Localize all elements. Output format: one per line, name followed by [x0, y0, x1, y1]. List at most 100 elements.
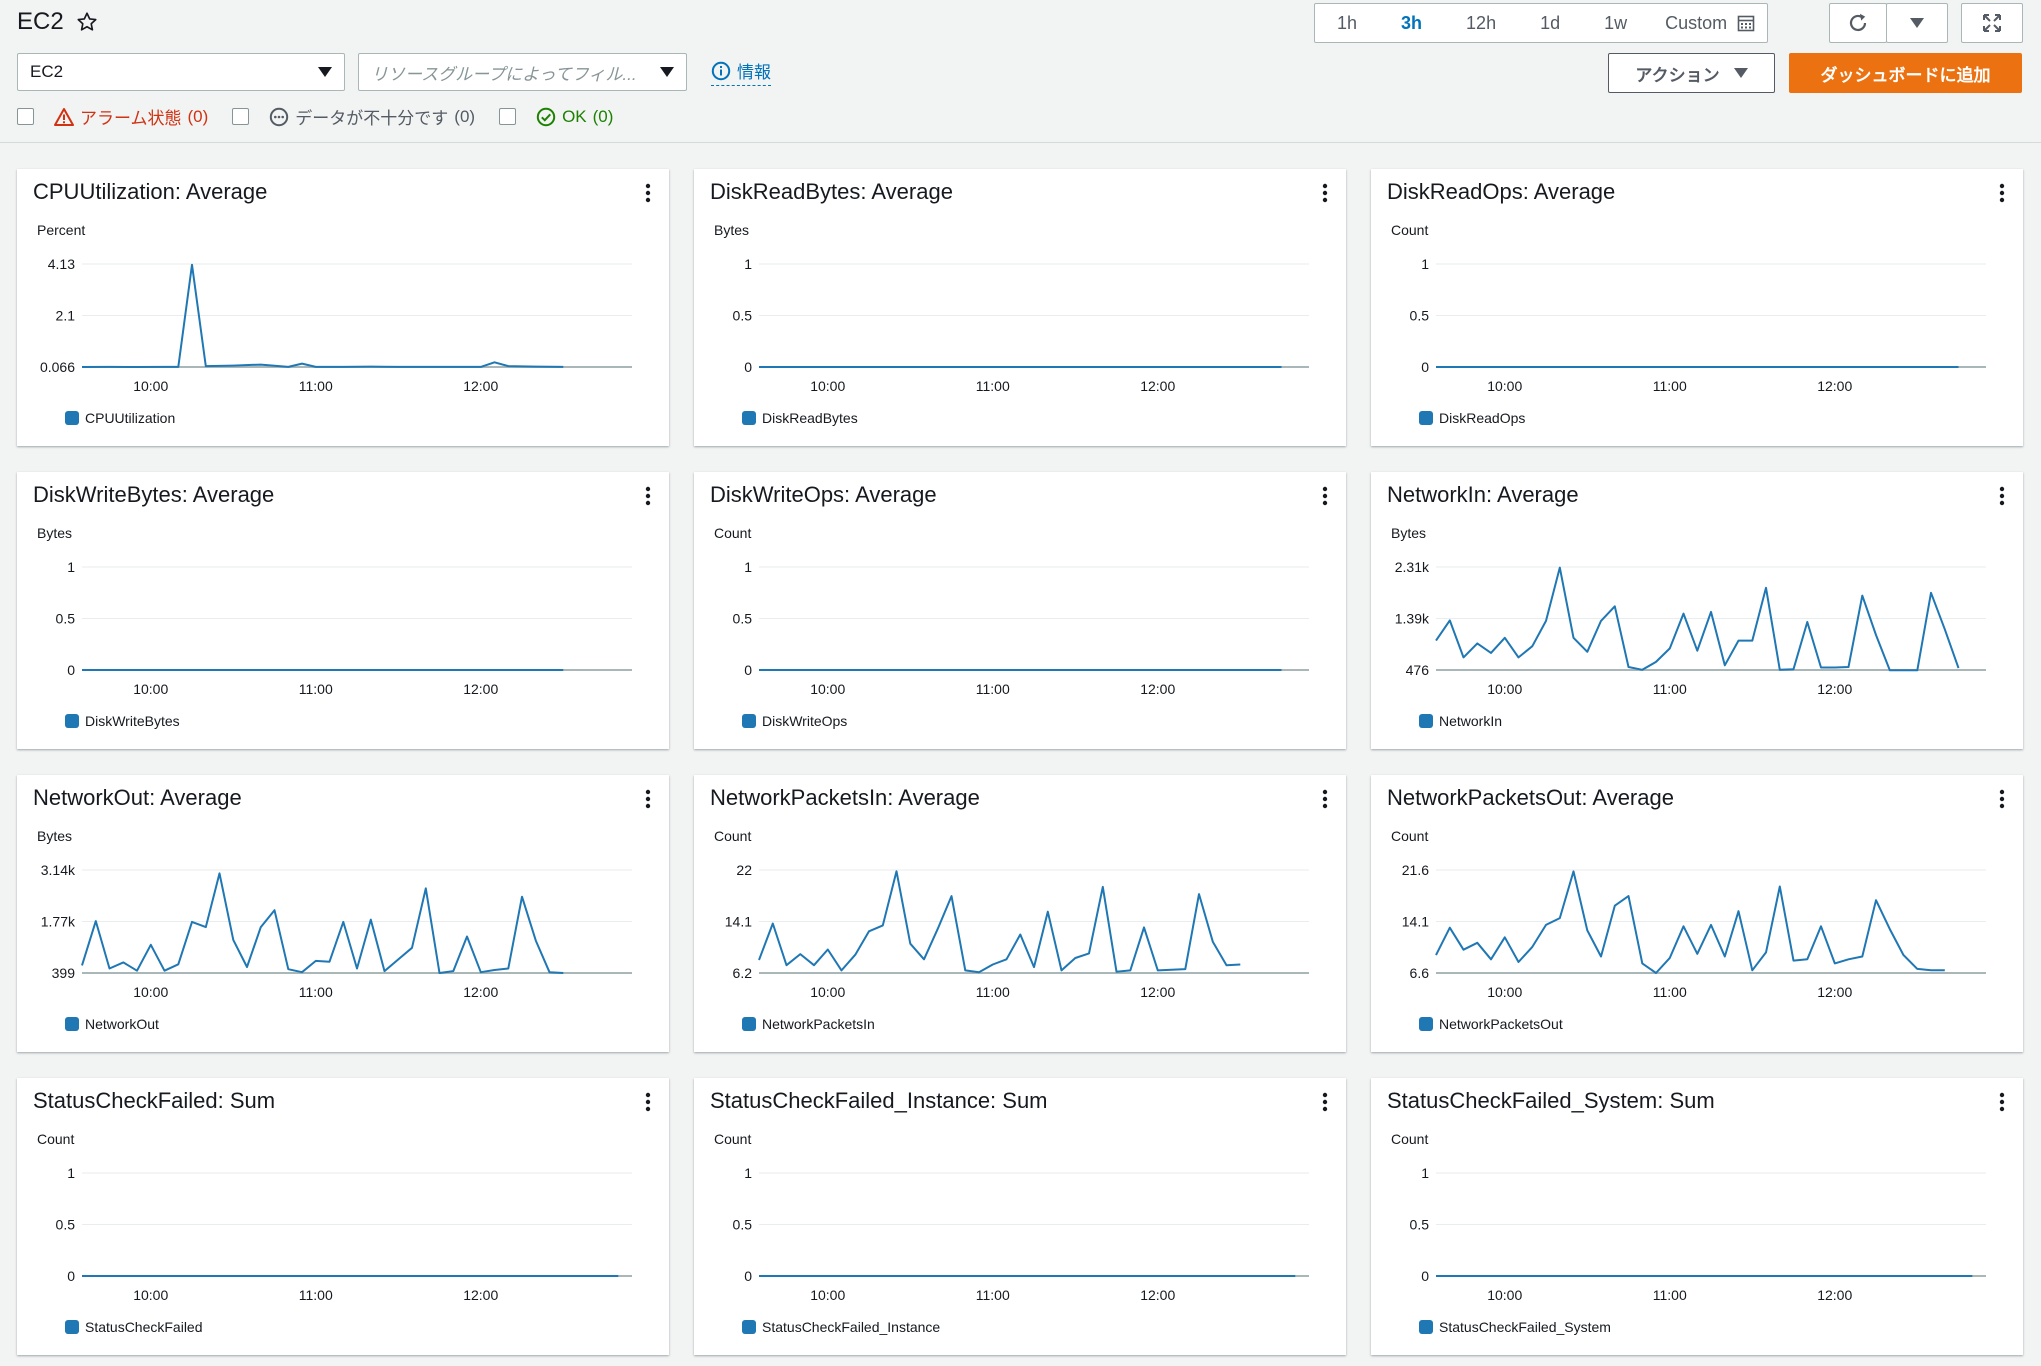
chart-legend[interactable]: NetworkOut — [65, 1016, 159, 1032]
legend-label: NetworkIn — [1439, 713, 1503, 729]
widget-title: DiskReadOps: Average — [1387, 179, 1616, 204]
dashboard-select[interactable]: EC2 — [17, 53, 345, 91]
metric-widget-cpuutilization[interactable]: CPUUtilization: Average Percent 4.13 2.1 0.0… — [17, 169, 669, 446]
x-tick-label: 12:00 — [1817, 984, 1852, 1000]
metric-widget-diskwritebytes[interactable]: DiskWriteBytes: Average Bytes 1 0.5 0 10:00 11… — [17, 472, 669, 749]
legend-label: CPUUtilization — [85, 410, 176, 426]
y-tick-label: 399 — [52, 965, 76, 981]
series-line-networkpacketsout[interactable] — [1435, 870, 1945, 974]
x-tick-label: 11:00 — [299, 378, 333, 394]
y-tick-label: 21.6 — [1402, 862, 1429, 878]
chart-legend[interactable]: StatusCheckFailed_System — [1419, 1319, 1611, 1335]
metric-widget-diskwriteops[interactable]: DiskWriteOps: Average Count 1 0.5 0 10:00 11:0… — [694, 472, 1346, 749]
y-axis-unit: Bytes — [37, 828, 72, 844]
chart-legend[interactable]: DiskReadOps — [1419, 410, 1525, 426]
legend-label: DiskReadOps — [1439, 410, 1526, 426]
more-options-icon[interactable] — [1322, 486, 1328, 506]
more-options-icon[interactable] — [1322, 1092, 1328, 1112]
widget-title: DiskWriteOps: Average — [710, 482, 937, 507]
x-tick-label: 10:00 — [1487, 681, 1522, 697]
y-tick-label: 1 — [744, 256, 752, 272]
chart-statuscheckfailed-instance: Count 1 0.5 0 10:00 11:00 12:00 — [714, 1131, 1309, 1303]
legend-swatch — [65, 714, 79, 728]
actions-button[interactable]: アクション — [1608, 53, 1775, 93]
metric-widget-networkin[interactable]: NetworkIn: Average Bytes 2.31k 1.39k 476 10:0… — [1371, 472, 2023, 749]
x-tick-label: 11:00 — [976, 984, 1010, 1000]
more-options-icon[interactable] — [1999, 789, 2005, 809]
y-tick-label: 1 — [744, 1165, 752, 1181]
y-tick-label: 0.5 — [1410, 308, 1430, 324]
y-tick-label: 476 — [1406, 662, 1430, 678]
ellipsis-circle-icon — [270, 107, 289, 126]
favorite-star-icon[interactable] — [76, 11, 98, 33]
time-range-1w[interactable]: 1w — [1604, 12, 1628, 33]
time-range-1h[interactable]: 1h — [1337, 12, 1358, 33]
add-to-dashboard-button[interactable]: ダッシュボードに追加 — [1789, 53, 2022, 93]
series-line-networkin[interactable] — [1435, 566, 1960, 672]
more-options-icon[interactable] — [1322, 789, 1328, 809]
x-tick-label: 11:00 — [976, 1287, 1010, 1303]
filter-alarm[interactable]: アラーム状態 (0) — [17, 104, 208, 129]
time-range-12h[interactable]: 12h — [1466, 12, 1497, 33]
chart-legend[interactable]: DiskWriteBytes — [65, 713, 180, 729]
alarm-label: アラーム状態 — [80, 109, 182, 128]
metric-widget-networkout[interactable]: NetworkOut: Average Bytes 3.14k 1.77k 399 10:… — [17, 775, 669, 1052]
more-options-icon[interactable] — [645, 789, 651, 809]
series-line-cpuutilization[interactable] — [81, 263, 564, 368]
y-tick-label: 1 — [67, 559, 75, 575]
widget-title: NetworkPacketsOut: Average — [1387, 785, 1674, 810]
metric-widget-diskreadops[interactable]: DiskReadOps: Average Count 1 0.5 0 10:00 11:00… — [1371, 169, 2023, 446]
insufficient-checkbox[interactable] — [232, 108, 250, 125]
metric-widget-networkpacketsin[interactable]: NetworkPacketsIn: Average Count 22 14.1 6.2 1… — [694, 775, 1346, 1052]
more-options-icon[interactable] — [1999, 1092, 2005, 1112]
fullscreen-button[interactable] — [1961, 3, 2023, 43]
legend-swatch — [742, 1017, 756, 1031]
chart-networkpacketsout: Count 21.6 14.1 6.6 10:00 11:00 12:00 — [1391, 828, 1986, 1000]
alarm-checkbox[interactable] — [17, 108, 34, 125]
chart-legend[interactable]: StatusCheckFailed_Instance — [742, 1319, 940, 1335]
filter-ok[interactable]: OK (0) — [499, 107, 613, 127]
more-options-icon[interactable] — [1999, 183, 2005, 203]
series-line-networkpacketsin[interactable] — [758, 870, 1241, 974]
y-tick-label: 0.5 — [56, 611, 76, 627]
dashboard-header: EC2 EC2 リソースグループによってフィル... 情報 アラーム状態 (0)… — [0, 0, 2041, 143]
widget-title: DiskWriteBytes: Average — [33, 482, 275, 507]
chart-legend[interactable]: NetworkPacketsIn — [742, 1016, 875, 1032]
more-options-icon[interactable] — [645, 486, 651, 506]
series-line-networkout[interactable] — [81, 872, 564, 974]
chart-legend[interactable]: DiskReadBytes — [742, 410, 858, 426]
chart-diskwritebytes: Bytes 1 0.5 0 10:00 11:00 12:00 — [37, 525, 632, 697]
metric-widget-statuscheckfailed-system[interactable]: StatusCheckFailed_System: Sum Count 1 0.5 0 1… — [1371, 1078, 2023, 1355]
time-range-1d[interactable]: 1d — [1540, 12, 1561, 33]
metric-widget-diskreadbytes[interactable]: DiskReadBytes: Average Bytes 1 0.5 0 10:00 11:… — [694, 169, 1346, 446]
time-range-3h[interactable]: 3h — [1401, 12, 1423, 33]
metric-widget-statuscheckfailed-instance[interactable]: StatusCheckFailed_Instance: Sum Count 1 0.5… — [694, 1078, 1346, 1355]
x-tick-label: 10:00 — [133, 1287, 168, 1303]
chart-legend[interactable]: NetworkPacketsOut — [1419, 1016, 1563, 1032]
more-options-icon[interactable] — [1999, 486, 2005, 506]
more-options-icon[interactable] — [1322, 183, 1328, 203]
y-tick-label: 0.5 — [733, 1217, 753, 1233]
chart-legend[interactable]: CPUUtilization — [65, 410, 175, 426]
more-options-icon[interactable] — [645, 1092, 651, 1112]
metric-widget-statuscheckfailed[interactable]: StatusCheckFailed: Sum Count 1 0.5 0 10:00 11:… — [17, 1078, 669, 1355]
legend-swatch — [1419, 411, 1433, 425]
resource-group-filter[interactable]: リソースグループによってフィル... — [358, 53, 687, 91]
filter-insufficient-data[interactable]: データが不十分です (0) — [232, 104, 475, 129]
caret-down-icon — [318, 67, 332, 77]
refresh-button[interactable] — [1829, 3, 1887, 43]
chart-legend[interactable]: StatusCheckFailed — [65, 1319, 203, 1335]
ok-checkbox[interactable] — [499, 108, 517, 125]
refresh-options-button[interactable] — [1886, 3, 1948, 43]
y-tick-label: 1.39k — [1395, 611, 1430, 627]
legend-swatch — [1419, 1017, 1433, 1031]
chart-legend[interactable]: DiskWriteOps — [742, 713, 847, 729]
metric-widget-networkpacketsout[interactable]: NetworkPacketsOut: Average Count 21.6 14.1 6… — [1371, 775, 2023, 1052]
chart-legend[interactable]: NetworkIn — [1419, 713, 1502, 729]
y-tick-label: 6.2 — [733, 965, 753, 981]
x-tick-label: 11:00 — [976, 681, 1010, 697]
more-options-icon[interactable] — [645, 183, 651, 203]
x-tick-label: 11:00 — [1653, 378, 1687, 394]
info-link[interactable]: 情報 — [711, 58, 771, 86]
time-range-custom[interactable]: Custom — [1649, 4, 1767, 42]
